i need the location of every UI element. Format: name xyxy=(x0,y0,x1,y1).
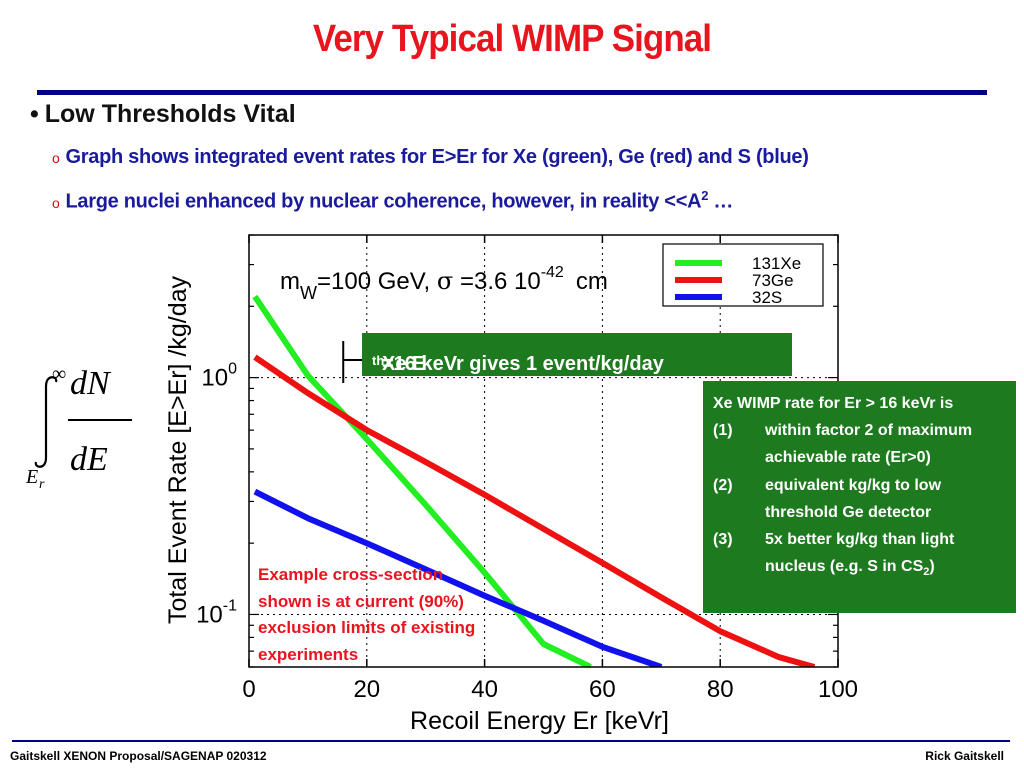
integral-lower-sub: r xyxy=(39,477,45,492)
sub-bullet-marker: o xyxy=(52,150,60,166)
note-line-4: experiments xyxy=(258,644,359,664)
model-parameters-part: cm xyxy=(576,268,608,295)
summary-item-3-line2: nucleus (e.g. S in CS2) xyxy=(765,558,935,578)
summary-item-3-line1: 5x better kg/kg than light xyxy=(765,531,955,548)
summary-item-1-num: (1) xyxy=(713,422,733,439)
fraction-denominator: dE xyxy=(70,441,108,478)
series-line-131Xe xyxy=(252,294,592,667)
note-line-3: exclusion limits of existing xyxy=(258,618,476,637)
y-tick-label: 10-1 xyxy=(196,597,237,628)
x-tick-label: 60 xyxy=(589,676,616,703)
summary-item-2-line1: equivalent kg/kg to low xyxy=(765,477,942,494)
x-tick-label: 80 xyxy=(707,676,734,703)
model-parameters-part: m xyxy=(280,268,300,295)
legend-label-32S: 32S xyxy=(752,288,782,307)
y-tick-label-base: 10 xyxy=(201,365,228,392)
summary-item-3-num: (3) xyxy=(713,531,733,548)
summary-heading: Xe WIMP rate for Er > 16 keVr is xyxy=(713,395,954,412)
footer-author: Rick Gaitskell xyxy=(925,749,1004,763)
bullet-main: • Low Thresholds Vital xyxy=(30,100,296,129)
summary-item-2-num: (2) xyxy=(713,477,733,494)
model-parameters-part: -42 xyxy=(541,264,564,281)
legend-label-131Xe: 131Xe xyxy=(752,254,801,273)
slide-title: Very Typical WIMP Signal xyxy=(312,18,712,60)
series-line-73Ge xyxy=(253,354,816,667)
summary-item-2-line2: threshold Ge detector xyxy=(765,504,932,521)
summary-item-1-line2: achievable rate (Er>0) xyxy=(765,449,931,466)
y-axis-label: Total Event Rate [E>Er] /kg/day xyxy=(164,275,192,624)
note-line-2: shown is at current (90%) xyxy=(258,591,464,611)
model-parameters-part: W xyxy=(300,283,317,303)
sub-bullet-2-ellipsis: … xyxy=(708,190,734,213)
sub-bullet-2: o Large nuclei enhanced by nuclear cohere… xyxy=(52,188,733,214)
x-tick-label: 100 xyxy=(818,676,858,703)
model-parameters-part: =3.6 10 xyxy=(453,268,540,295)
title-divider xyxy=(37,90,987,95)
summary-item-3-line2-text: nucleus (e.g. S in CS xyxy=(765,558,924,575)
summary-item-3-line2-end: ) xyxy=(929,558,935,575)
threshold-text-main: Xe E xyxy=(382,353,426,375)
integral-sign xyxy=(34,376,58,468)
legend-label-73Ge: 73Ge xyxy=(752,271,794,290)
footer-left-text: Gaitskell XENON Proposal/SAGENAP 020312 xyxy=(10,749,267,763)
summary-item-1-line1: within factor 2 of maximum xyxy=(765,422,973,439)
sub-bullet-1: o Graph shows integrated event rates for … xyxy=(52,146,809,169)
integral-lower-limit: E xyxy=(25,466,38,488)
integral-formula: ∞ E r dN dE xyxy=(25,363,132,492)
x-axis-label: Recoil Energy Er [keVr] xyxy=(410,707,669,735)
sub-bullet-2-exponent: 2 xyxy=(701,188,709,203)
threshold-text-rest: =16 keVr gives 1 event/kg/day xyxy=(382,353,664,375)
sub-bullet-marker: o xyxy=(52,194,60,211)
cross-section-note: Example cross-section shown is at curren… xyxy=(258,562,475,668)
threshold-text-sub: th xyxy=(372,353,385,368)
xe-rate-summary-box: Xe WIMP rate for Er > 16 keVr is (1) wit… xyxy=(703,381,1016,613)
x-tick-label: 40 xyxy=(471,676,498,703)
y-tick-label-base: 10 xyxy=(196,601,223,628)
sub-bullet-1-text: Graph shows integrated event rates for E… xyxy=(65,146,809,168)
x-tick-label: 0 xyxy=(242,676,255,703)
y-tick-label-exponent: 0 xyxy=(228,361,237,378)
model-parameters-label: mW=100 GeV, σ =3.6 10-42 cm xyxy=(280,264,608,303)
series-line-32S xyxy=(253,488,663,667)
fraction-numerator: dN xyxy=(70,365,112,402)
model-parameters-part: σ xyxy=(437,267,453,295)
summary-item-3-line2-sub: 2 xyxy=(923,566,930,579)
bullet-text: Low Thresholds Vital xyxy=(44,100,296,128)
model-parameters-part: =100 GeV, xyxy=(317,268,437,295)
x-tick-label: 20 xyxy=(353,676,380,703)
y-tick-label-exponent: -1 xyxy=(223,597,237,614)
footer-divider xyxy=(12,740,1010,742)
bullet-dot: • xyxy=(30,100,39,128)
sub-bullet-2-text: Large nuclei enhanced by nuclear coheren… xyxy=(65,190,702,213)
note-line-1: Example cross-section xyxy=(258,565,444,584)
y-tick-label: 100 xyxy=(201,361,237,392)
